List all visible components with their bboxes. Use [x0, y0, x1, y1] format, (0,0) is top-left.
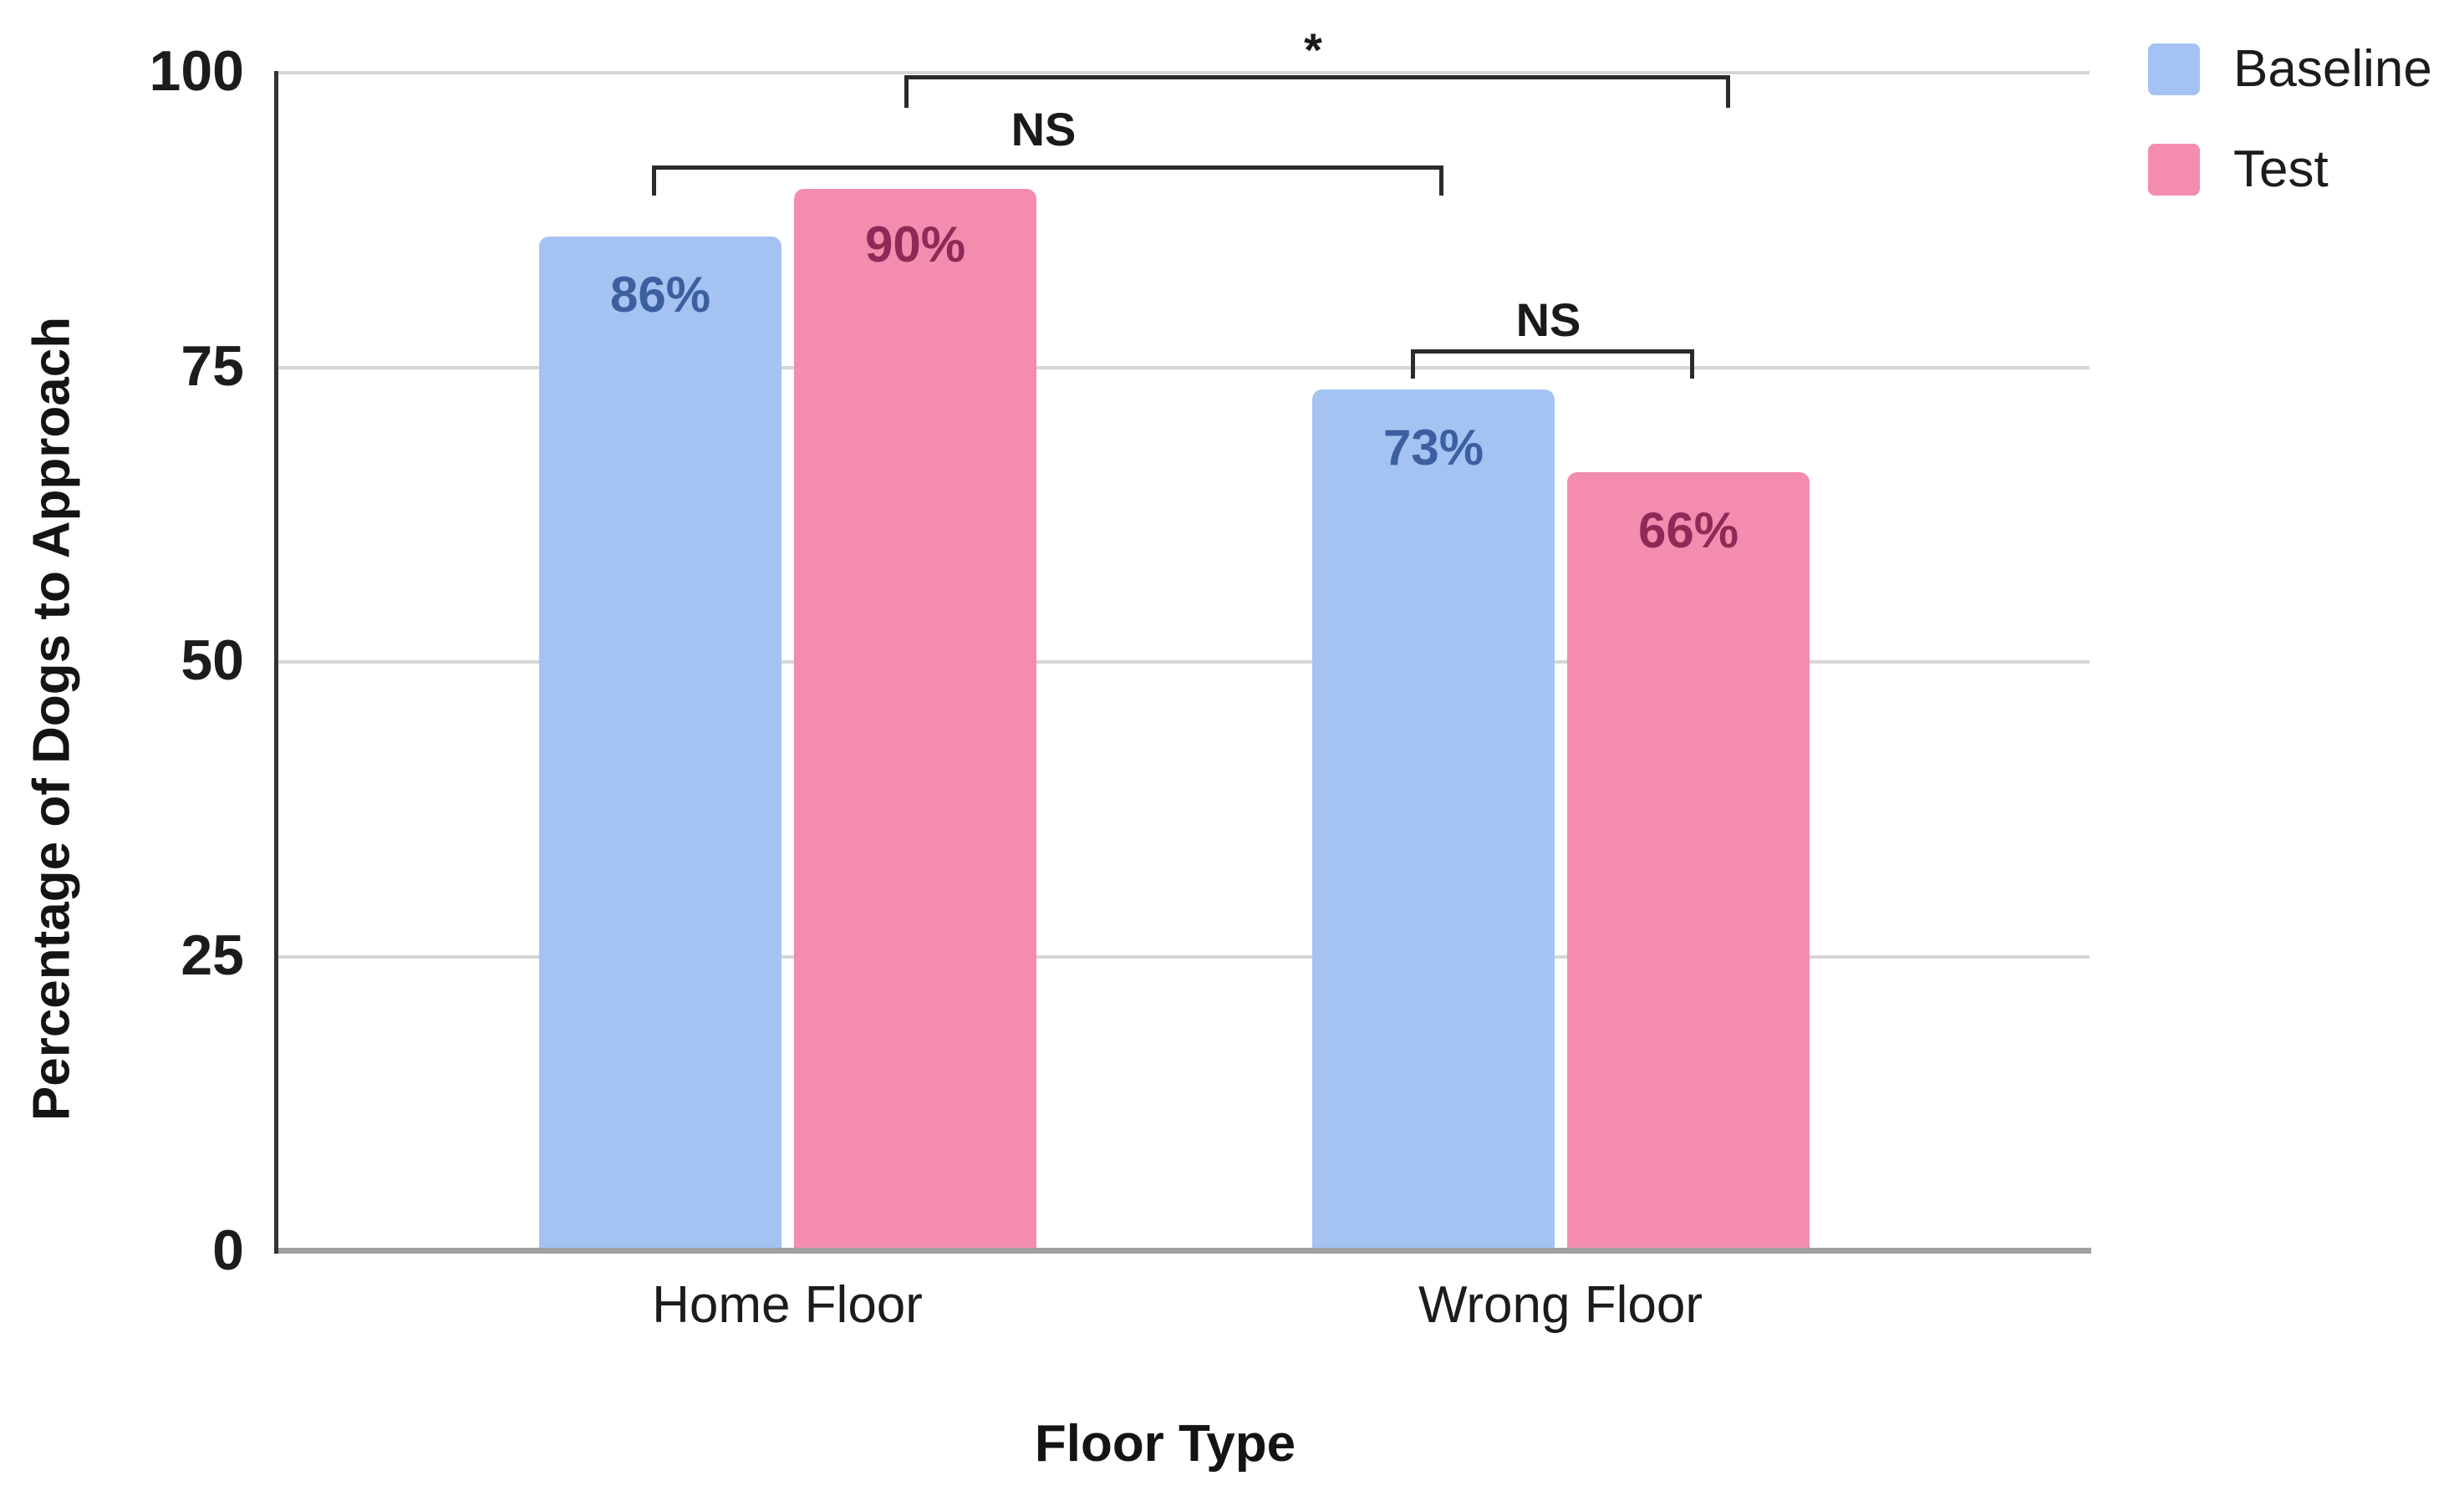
- value-label-home-baseline: 86%: [609, 267, 711, 323]
- sig-label-star: *: [1304, 23, 1322, 76]
- sig-label-ns-baseline: NS: [1011, 103, 1077, 155]
- y-tick-75: 75: [181, 334, 244, 398]
- y-axis-line: [274, 71, 278, 1254]
- value-label-wrong-test: 66%: [1637, 502, 1739, 558]
- gridline-75: [276, 366, 2090, 369]
- gridline-50: [276, 660, 2090, 664]
- sig-bracket-ns-wrong: [1411, 349, 1694, 379]
- bar-wrong-test: [1567, 472, 1810, 1248]
- value-label-wrong-baseline: 73%: [1382, 420, 1484, 476]
- x-axis-title: Floor Type: [1034, 1415, 1296, 1473]
- legend-swatch-baseline: [2148, 43, 2200, 95]
- legend-label-test: Test: [2233, 140, 2329, 198]
- legend-swatch-test: [2148, 144, 2200, 196]
- legend-label-baseline: Baseline: [2233, 40, 2432, 98]
- x-axis-baseline: [276, 1248, 2091, 1254]
- y-tick-25: 25: [181, 923, 244, 987]
- y-tick-0: 0: [212, 1219, 244, 1282]
- sig-bracket-star: [904, 75, 1730, 108]
- bar-wrong-baseline: [1312, 389, 1555, 1248]
- sig-bracket-ns-baseline: [652, 165, 1443, 196]
- y-tick-50: 50: [181, 628, 244, 692]
- category-label-wrong-floor: Wrong Floor: [1418, 1276, 1703, 1334]
- y-axis-title: Percentage of Dogs to Approach: [23, 316, 81, 1122]
- y-tick-100: 100: [149, 39, 244, 103]
- bar-home-baseline: [539, 237, 781, 1248]
- value-label-home-test: 90%: [864, 216, 966, 272]
- gridline-25: [276, 955, 2090, 959]
- sig-label-ns-wrong: NS: [1515, 293, 1581, 346]
- gridline-100: [276, 71, 2090, 74]
- bar-home-test: [794, 189, 1036, 1248]
- category-label-home-floor: Home Floor: [652, 1276, 923, 1334]
